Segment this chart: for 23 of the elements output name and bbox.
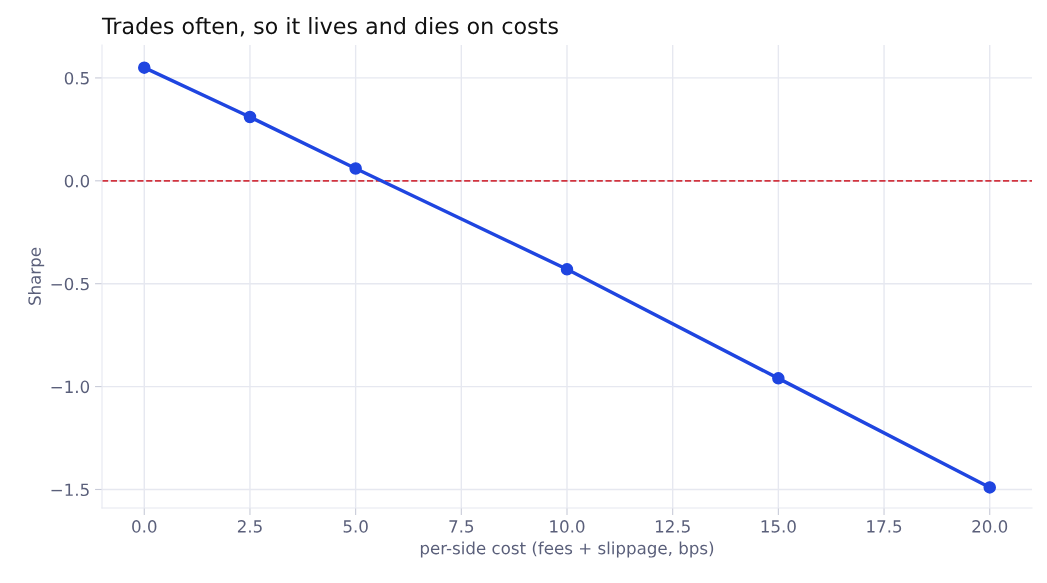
y-tick-label: −1.0 (51, 380, 90, 394)
point (138, 61, 151, 74)
point (983, 481, 996, 494)
point (349, 162, 362, 175)
point (243, 110, 257, 124)
x-axis-title: per-side cost (fees + slippage, bps) (420, 541, 714, 558)
x-tick-label: 0.0 (132, 520, 157, 533)
y-tick-label: 0.0 (64, 174, 90, 188)
x-tick-label: 5.0 (343, 520, 368, 533)
point (560, 263, 574, 276)
x-tick-label: 15.0 (761, 520, 796, 533)
x-tick-label: 20.0 (972, 520, 1008, 533)
y-tick-label: −0.5 (51, 277, 89, 291)
x-tick-label: 2.5 (237, 520, 262, 533)
y-tick-label: 0.5 (64, 71, 89, 85)
y-axis-title: Sharpe (28, 247, 45, 305)
x-tick-label: 12.5 (655, 520, 690, 533)
y-tick-label: −1.5 (51, 483, 89, 497)
chart-title: Trades often, so it lives and dies on costs (101, 17, 558, 37)
x-tick-label: 7.5 (449, 520, 474, 533)
x-tick-label: 10.0 (550, 520, 585, 533)
x-tick-label: 17.5 (867, 520, 902, 533)
point (772, 372, 785, 385)
